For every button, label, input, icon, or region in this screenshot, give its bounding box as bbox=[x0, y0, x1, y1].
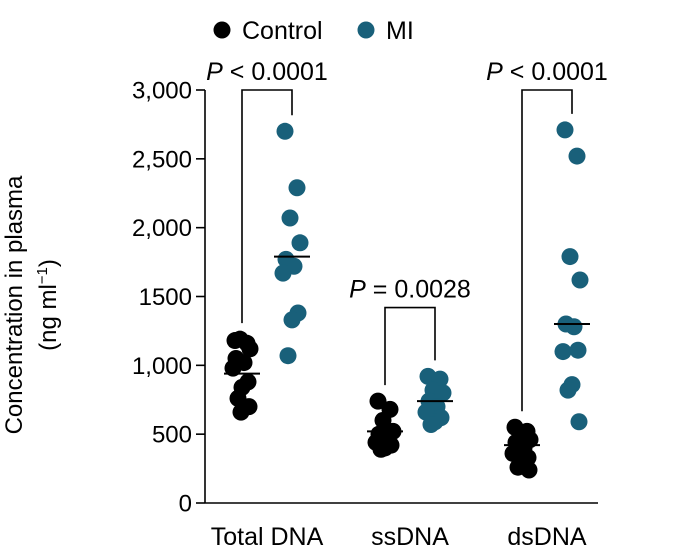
x-category-label: ssDNA bbox=[371, 523, 449, 549]
data-point-mi bbox=[556, 121, 574, 139]
p-value-label: P < 0.0001 bbox=[206, 58, 328, 86]
data-point-mi bbox=[561, 248, 579, 266]
legend-label-mi: MI bbox=[386, 17, 414, 45]
y-axis-title-line1: Concentration in plasma bbox=[1, 175, 28, 434]
legend-label-control: Control bbox=[242, 17, 323, 45]
legend: Control MI bbox=[213, 17, 414, 45]
data-point-mi bbox=[281, 209, 299, 227]
significance-annotations: P < 0.0001 P = 0.0028 P < 0.0001 bbox=[206, 58, 608, 412]
y-tick-label: 1,000 bbox=[132, 353, 192, 380]
data-point-control bbox=[374, 411, 392, 429]
data-point-mi bbox=[568, 147, 586, 165]
y-axis-title: Concentration in plasma (ng ml−1) bbox=[1, 175, 62, 434]
data-point-mi bbox=[291, 234, 309, 252]
data-point-mi bbox=[276, 122, 294, 140]
x-category-label: Total DNA bbox=[211, 523, 324, 549]
y-axis-title-unit: (ng ml−1) bbox=[34, 259, 62, 351]
legend-marker-mi bbox=[357, 21, 375, 39]
p-value-label: P < 0.0001 bbox=[486, 58, 608, 86]
data-point-mi bbox=[288, 179, 306, 197]
y-tick-label: 0 bbox=[179, 491, 192, 518]
data-point-mi bbox=[422, 416, 440, 434]
data-point-mi bbox=[434, 384, 452, 402]
data-point-control bbox=[241, 340, 259, 358]
median-lines bbox=[224, 255, 590, 447]
legend-marker-control bbox=[213, 21, 231, 39]
data-point-control bbox=[520, 461, 538, 479]
significance-bracket bbox=[241, 89, 293, 324]
y-tick-label: 1500 bbox=[139, 284, 192, 311]
axes: 0 500 1,000 1500 2,000 2,500 3,000 Total DNA ssD… bbox=[132, 78, 598, 549]
data-point-control bbox=[224, 359, 242, 377]
data-point-mi bbox=[279, 347, 297, 365]
data-point-mi bbox=[283, 311, 301, 329]
data-point-control bbox=[369, 392, 387, 410]
p-value-label: P = 0.0028 bbox=[349, 276, 471, 304]
data-point-control bbox=[372, 440, 390, 458]
data-point-mi bbox=[570, 413, 588, 431]
data-point-mi bbox=[274, 264, 292, 282]
data-point-mi bbox=[565, 318, 583, 336]
x-category-label: dsDNA bbox=[507, 523, 587, 549]
data-point-mi bbox=[554, 343, 572, 361]
data-point-mi bbox=[571, 271, 589, 289]
significance-bracket bbox=[521, 89, 573, 412]
data-point-mi bbox=[569, 341, 587, 359]
y-tick-label: 3,000 bbox=[132, 78, 192, 105]
data-point-mi bbox=[559, 381, 577, 399]
y-tick-label: 2,500 bbox=[132, 146, 192, 173]
data-point-control bbox=[232, 403, 250, 421]
significance-bracket bbox=[384, 306, 436, 386]
y-tick-label: 500 bbox=[152, 422, 192, 449]
y-tick-label: 2,000 bbox=[132, 215, 192, 242]
